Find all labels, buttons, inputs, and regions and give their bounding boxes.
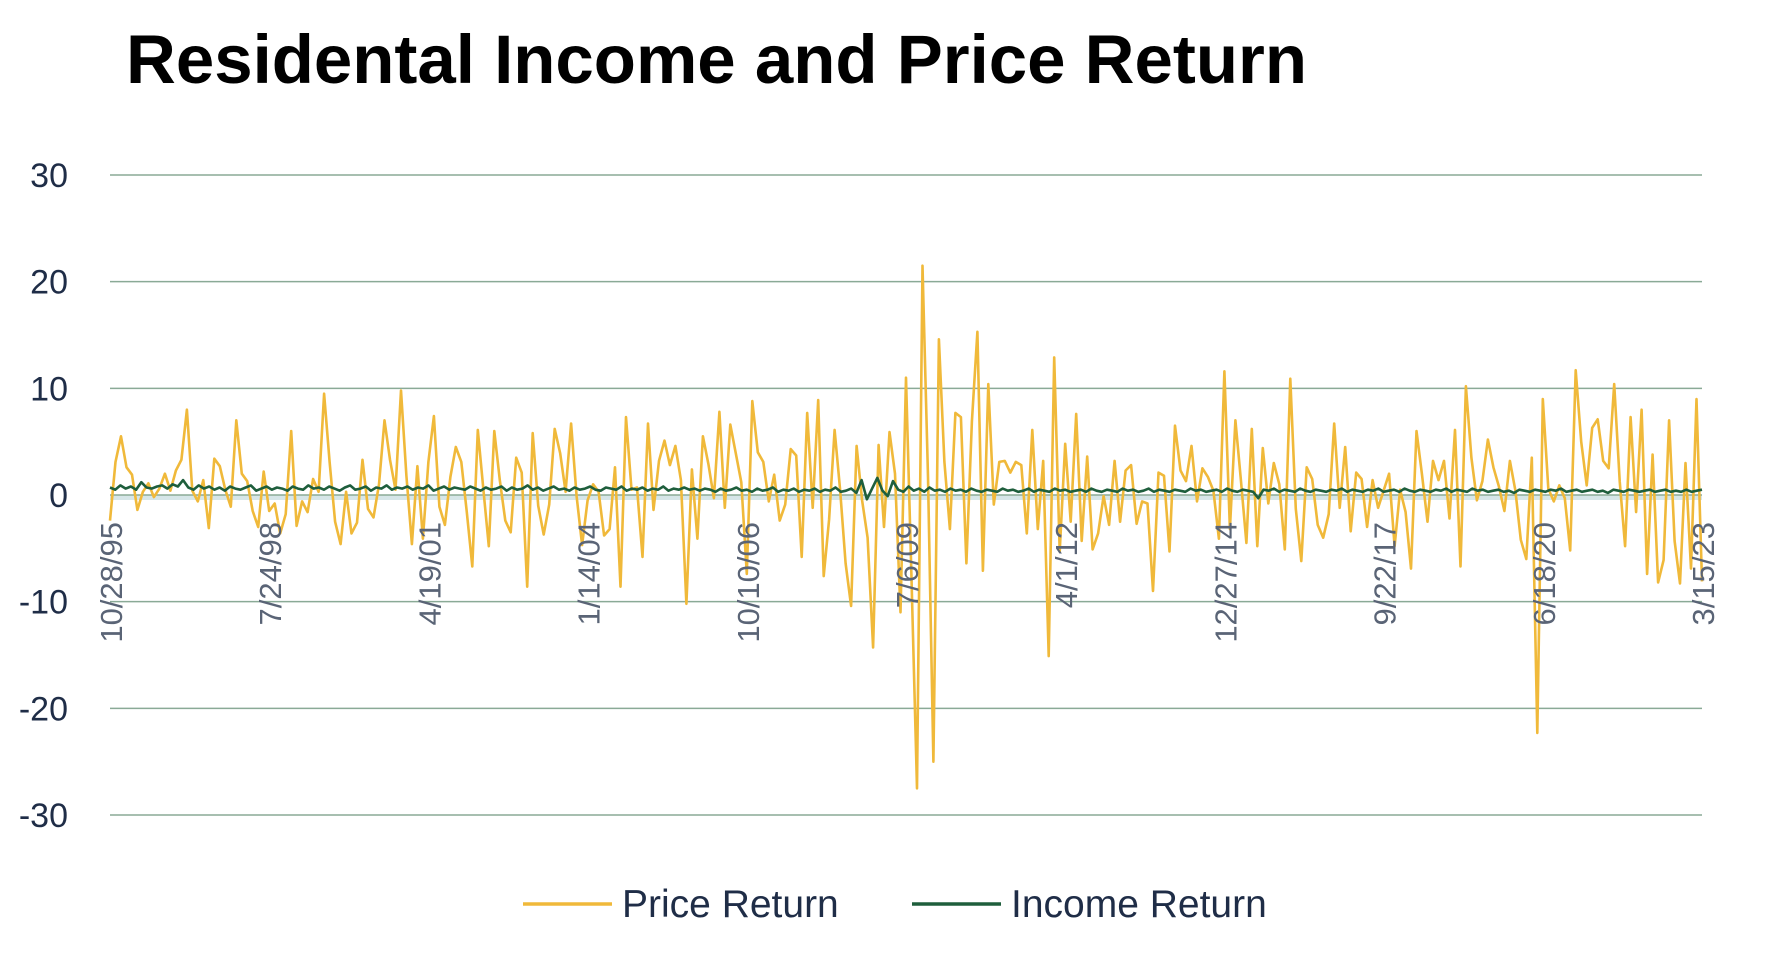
y-tick-label: 10 [30, 370, 68, 408]
x-axis-tick-labels: 10/28/95 7/24/98 4/19/01 1/14/04 10/10/06 7/6… [94, 522, 1721, 643]
x-tick-label: 7/24/98 [253, 522, 288, 625]
y-tick-label: -30 [19, 797, 68, 835]
y-axis-tick-labels: 30 20 10 0 -10 -20 -30 [19, 157, 68, 835]
x-tick-label: 10/10/06 [731, 522, 766, 643]
y-tick-label: -10 [19, 584, 68, 622]
x-tick-label: 4/1/12 [1049, 522, 1084, 608]
y-tick-label: 30 [30, 157, 68, 195]
income-return-line [109, 476, 1703, 501]
legend-label: Price Return [622, 883, 839, 926]
y-tick-label: 20 [30, 264, 68, 302]
y-tick-label: -20 [19, 690, 68, 728]
price-return-line [108, 264, 1704, 790]
x-tick-label: 9/22/17 [1368, 522, 1403, 625]
x-tick-label: 10/28/95 [94, 522, 129, 643]
chart-title: Residental Income and Price Return [126, 21, 1307, 98]
series-lines [108, 264, 1704, 790]
legend-income-return: Income Return [912, 883, 1267, 926]
gridlines [110, 174, 1702, 816]
x-tick-label: 4/19/01 [412, 522, 447, 625]
y-tick-label: 0 [49, 477, 68, 515]
legend-price-return: Price Return [523, 883, 839, 926]
x-tick-label: 7/6/09 [890, 522, 925, 608]
legend: Price Return Income Return [523, 883, 1267, 926]
x-tick-label: 3/15/23 [1686, 522, 1721, 625]
x-tick-label: 1/14/04 [572, 522, 607, 625]
legend-label: Income Return [1011, 883, 1267, 926]
x-tick-label: 12/27/14 [1208, 522, 1243, 643]
x-tick-label: 6/18/20 [1527, 522, 1562, 625]
zero-band [110, 495, 1702, 500]
